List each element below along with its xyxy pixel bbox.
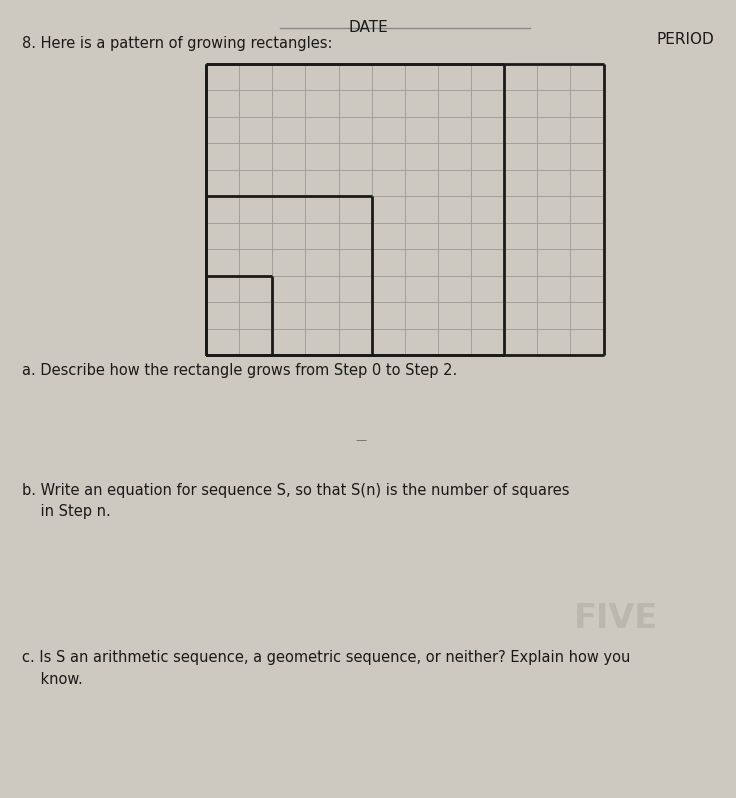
Text: know.: know. [22, 672, 83, 687]
Text: 8. Here is a pattern of growing rectangles:: 8. Here is a pattern of growing rectangl… [22, 36, 333, 51]
Text: c. Is S an arithmetic sequence, a geometric sequence, or neither? Explain how yo: c. Is S an arithmetic sequence, a geomet… [22, 650, 631, 666]
Text: b. Write an equation for sequence S, so that S(n) is the number of squares: b. Write an equation for sequence S, so … [22, 483, 570, 498]
Text: FIVE: FIVE [574, 602, 658, 635]
Text: a. Describe how the rectangle grows from Step 0 to Step 2.: a. Describe how the rectangle grows from… [22, 363, 457, 378]
Text: PERIOD: PERIOD [657, 32, 714, 47]
Text: DATE: DATE [348, 20, 388, 35]
Text: in Step n.: in Step n. [22, 504, 111, 519]
Text: —: — [355, 435, 367, 445]
